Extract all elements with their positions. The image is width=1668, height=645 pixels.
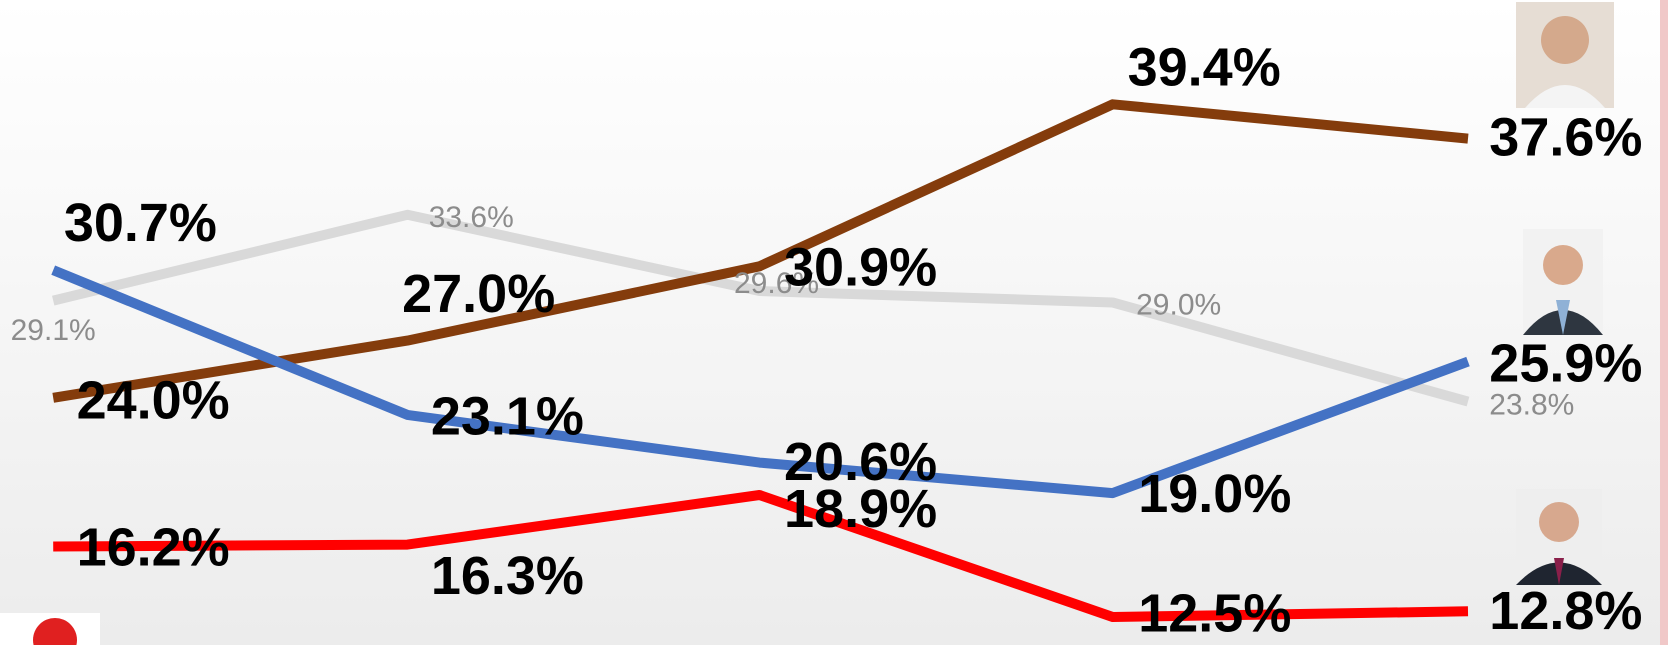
- value-label: 18.9%: [784, 479, 937, 539]
- line: [53, 490, 1469, 622]
- value-label: 23.8%: [1489, 388, 1574, 421]
- value-label: 19.0%: [1138, 464, 1291, 524]
- party-logo: [0, 613, 100, 645]
- value-label: 30.9%: [784, 238, 937, 298]
- value-label: 24.0%: [77, 371, 230, 431]
- value-label: 23.1%: [431, 386, 584, 446]
- photo: [1523, 229, 1603, 335]
- value-label: 25.9%: [1489, 333, 1642, 393]
- value-label: 29.6%: [734, 267, 819, 300]
- series: [52, 209, 1470, 407]
- value-label: 37.6%: [1489, 108, 1642, 168]
- value-label: 39.4%: [1128, 38, 1281, 98]
- value-label: 29.1%: [11, 314, 96, 347]
- line: [52, 209, 1470, 407]
- value-label: 16.3%: [431, 546, 584, 606]
- value-label: 29.0%: [1136, 288, 1221, 321]
- value-label: 27.0%: [402, 264, 555, 324]
- photo: [1516, 489, 1602, 585]
- value-label: 12.8%: [1489, 581, 1642, 641]
- edge: [1660, 0, 1668, 645]
- value-label: 12.5%: [1138, 583, 1291, 643]
- series: [51, 265, 1470, 499]
- series: [53, 490, 1469, 622]
- line: [51, 265, 1470, 499]
- value-label: 30.7%: [64, 193, 217, 253]
- value-label: 16.2%: [77, 517, 230, 577]
- line: [52, 99, 1469, 403]
- value-label: 33.6%: [429, 201, 514, 234]
- photo: [1516, 2, 1614, 108]
- value-label: 20.6%: [784, 432, 937, 492]
- series: [52, 99, 1469, 403]
